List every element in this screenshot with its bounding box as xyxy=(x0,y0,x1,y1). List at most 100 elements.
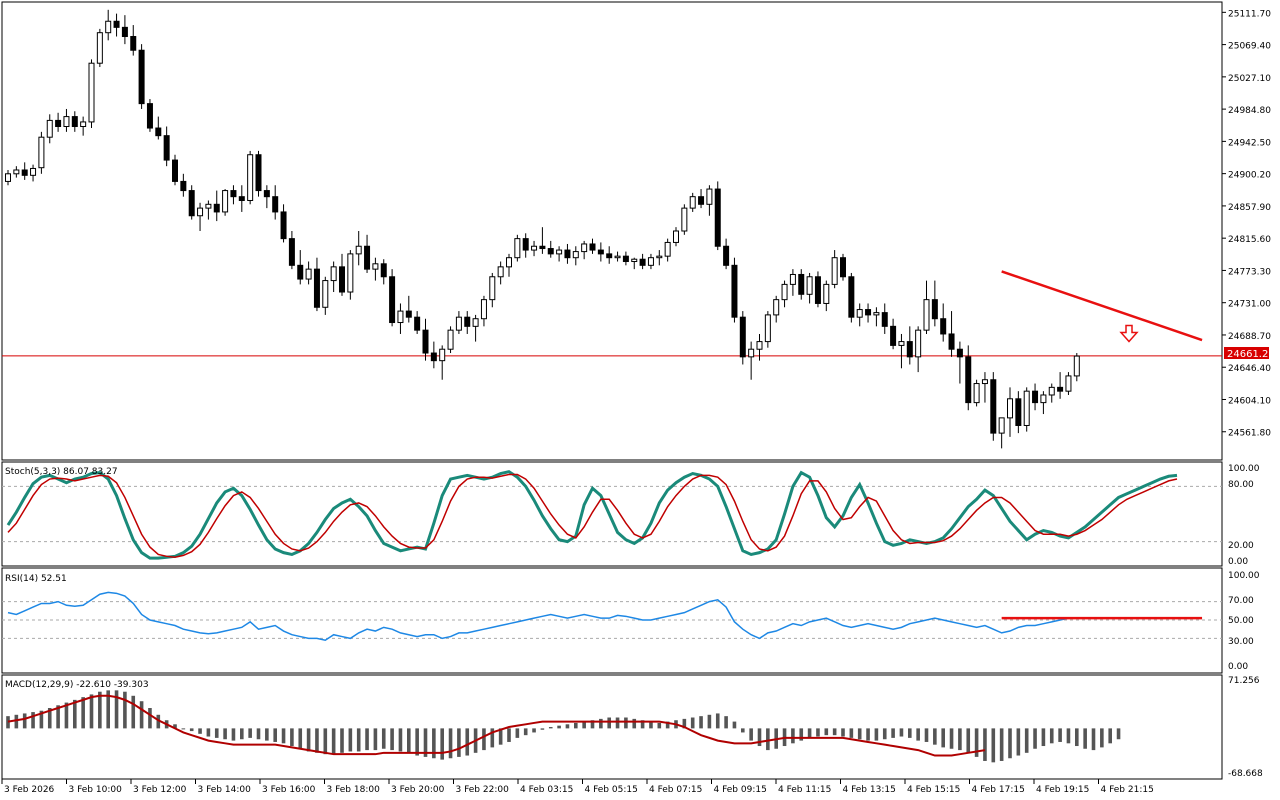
macd-bar xyxy=(1066,728,1071,744)
macd-bar xyxy=(949,728,954,749)
price-tick-label: 24815.60 xyxy=(1228,235,1271,245)
time-tick-label: 4 Feb 13:15 xyxy=(843,785,896,795)
macd-bar xyxy=(432,728,436,759)
candle xyxy=(130,36,137,51)
rsi-axis: 100.00 70.00 50.00 30.00 0.00 xyxy=(1228,571,1260,672)
macd-bar xyxy=(47,708,52,729)
candle xyxy=(172,159,178,182)
candle xyxy=(856,309,863,318)
candle xyxy=(280,211,287,240)
trendline xyxy=(1001,270,1203,342)
candle xyxy=(706,188,713,205)
macd-bar xyxy=(14,714,19,729)
price-tick-label: 24857.90 xyxy=(1228,203,1271,213)
macd-bar xyxy=(56,705,60,729)
candle xyxy=(372,263,379,270)
candle xyxy=(146,103,153,129)
candle xyxy=(63,116,70,128)
time-tick-label: 3 Feb 18:00 xyxy=(327,785,381,795)
candle xyxy=(322,280,329,308)
candle xyxy=(948,333,955,350)
macd-bar xyxy=(665,721,670,729)
macd-bar xyxy=(31,712,35,729)
candle xyxy=(472,318,479,327)
macd-bar xyxy=(799,728,804,741)
macd-bar xyxy=(1116,728,1121,740)
macd-bar xyxy=(657,722,662,729)
macd-bar xyxy=(206,728,211,737)
macd-bar xyxy=(924,728,929,742)
macd-bar xyxy=(114,690,119,729)
candle xyxy=(840,257,846,278)
macd-bar xyxy=(966,728,971,753)
macd-bar xyxy=(498,728,503,745)
macd-bar xyxy=(724,716,728,729)
macd-bar xyxy=(482,728,486,751)
candle xyxy=(397,310,404,324)
price-tick-label: 25111.70 xyxy=(1228,9,1271,19)
macd-bar xyxy=(866,728,870,741)
macd-bar xyxy=(181,728,186,730)
macd-bar xyxy=(273,728,277,742)
macd-bar xyxy=(81,697,85,729)
stoch-axis-label: 80.00 xyxy=(1228,480,1254,490)
macd-bar xyxy=(1024,728,1029,753)
macd-bar xyxy=(983,728,987,761)
time-tick-label: 4 Feb 21:15 xyxy=(1101,785,1154,795)
time-tick-label: 4 Feb 07:15 xyxy=(649,785,702,795)
macd-bar xyxy=(315,728,319,753)
macd-bar xyxy=(457,728,461,757)
candle xyxy=(714,188,721,247)
macd-bar xyxy=(974,728,979,757)
macd-bar xyxy=(64,702,69,729)
macd-bar xyxy=(615,717,620,729)
macd-bar xyxy=(882,728,887,740)
macd-bar xyxy=(1008,728,1012,759)
macd-bar xyxy=(791,728,795,744)
rsi-line xyxy=(7,591,1069,642)
candle xyxy=(622,255,629,263)
macd-axis-label: -68.668 xyxy=(1228,769,1263,779)
macd-bar xyxy=(1049,728,1054,744)
macd-bar xyxy=(390,728,394,751)
candle xyxy=(639,258,646,266)
candle xyxy=(981,379,988,385)
candle xyxy=(656,255,663,259)
candle xyxy=(364,245,371,270)
macd-bar xyxy=(1083,728,1087,749)
macd-bar xyxy=(640,720,645,729)
macd-bar xyxy=(1033,728,1037,749)
price-tick-label: 24604.10 xyxy=(1228,396,1271,406)
macd-bar xyxy=(841,728,845,737)
macd-bar xyxy=(1058,728,1062,742)
candle xyxy=(1073,355,1080,377)
time-tick-label: 4 Feb 05:15 xyxy=(585,785,638,795)
candle xyxy=(564,249,571,259)
macd-panel-frame[interactable] xyxy=(1,674,1223,780)
candle xyxy=(823,283,830,304)
stoch-panel-frame[interactable] xyxy=(1,461,1223,567)
candle xyxy=(105,20,112,34)
macd-bar xyxy=(248,728,252,738)
macd-bar xyxy=(281,728,286,744)
price-panel-frame[interactable] xyxy=(1,1,1223,461)
candle xyxy=(781,283,788,301)
time-tick-label: 3 Feb 16:00 xyxy=(262,785,316,795)
candle xyxy=(514,238,521,259)
macd-bar xyxy=(523,728,528,736)
macd-bar xyxy=(632,718,637,729)
candle xyxy=(188,190,195,217)
candle xyxy=(572,251,579,259)
candle xyxy=(973,383,980,404)
macd-bar xyxy=(306,728,311,752)
time-tick-label: 3 Feb 20:00 xyxy=(391,785,445,795)
macd-bar xyxy=(139,701,144,729)
macd-bar xyxy=(22,713,27,729)
macd-bar xyxy=(574,722,578,729)
macd-bar xyxy=(465,728,470,756)
candle xyxy=(756,341,763,350)
macd-bar xyxy=(933,728,937,745)
macd-bar xyxy=(415,728,419,756)
candle xyxy=(155,127,162,137)
